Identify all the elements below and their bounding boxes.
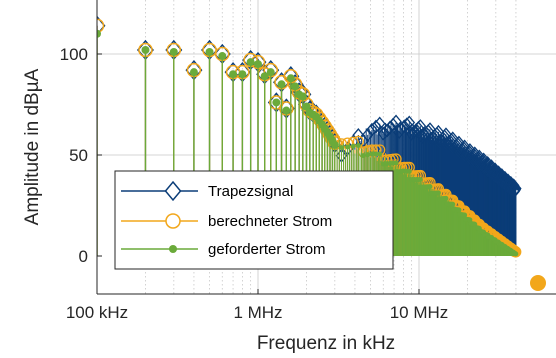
data-point bbox=[189, 68, 198, 77]
data-point bbox=[141, 45, 150, 54]
data-point bbox=[291, 82, 300, 91]
legend: Trapezsignal berechneter Strom geforderter… bbox=[114, 170, 394, 270]
data-point bbox=[345, 144, 351, 150]
tick-labels: 100 kHz 1 MHz 10 MHz 0 50 100 bbox=[60, 45, 449, 322]
data-point bbox=[286, 74, 295, 83]
data-point bbox=[373, 151, 379, 157]
data-point bbox=[398, 119, 411, 134]
data-point bbox=[361, 127, 374, 142]
data-point bbox=[435, 190, 441, 196]
data-point bbox=[456, 207, 462, 213]
x-tick-label: 100 kHz bbox=[66, 303, 128, 322]
data-point bbox=[229, 70, 238, 79]
data-point bbox=[266, 68, 275, 77]
data-point bbox=[414, 119, 427, 134]
data-point bbox=[513, 251, 519, 257]
data-point bbox=[403, 115, 416, 130]
data-point bbox=[260, 72, 269, 81]
data-point bbox=[350, 143, 356, 149]
data-point bbox=[97, 29, 101, 38]
y-tick-label: 100 bbox=[60, 45, 88, 64]
data-point bbox=[530, 275, 546, 291]
data-point bbox=[450, 201, 456, 207]
y-tick-label: 50 bbox=[69, 146, 88, 165]
x-tick-label: 1 MHz bbox=[233, 303, 282, 322]
data-point bbox=[330, 140, 339, 149]
data-point bbox=[238, 70, 247, 79]
data-point bbox=[406, 168, 412, 174]
data-point bbox=[282, 106, 291, 115]
data-point bbox=[390, 114, 402, 129]
data-point bbox=[97, 18, 105, 33]
legend-label: geforderter Strom bbox=[208, 241, 326, 258]
x-tick-label: 10 MHz bbox=[390, 303, 449, 322]
data-point bbox=[272, 98, 281, 107]
data-point bbox=[218, 52, 227, 61]
legend-box bbox=[114, 170, 394, 270]
data-point bbox=[355, 142, 361, 148]
data-point bbox=[302, 102, 311, 111]
legend-marker bbox=[164, 180, 182, 202]
data-point bbox=[254, 60, 262, 69]
y-tick-label: 0 bbox=[79, 247, 88, 266]
legend-marker bbox=[169, 245, 177, 253]
data-point bbox=[393, 160, 399, 166]
data-point bbox=[443, 195, 449, 201]
data-point bbox=[277, 80, 286, 89]
y-axis-label: Amplitude in dBµA bbox=[22, 68, 43, 225]
axes bbox=[96, 0, 556, 295]
data-point bbox=[338, 145, 344, 151]
data-point bbox=[169, 47, 178, 56]
data-point bbox=[366, 122, 378, 137]
legend-label: berechneter Strom bbox=[208, 213, 332, 230]
data-point bbox=[373, 116, 386, 131]
legend-label: Trapezsignal bbox=[208, 183, 293, 200]
legend-marker bbox=[165, 213, 181, 229]
data-point bbox=[462, 212, 468, 218]
data-point bbox=[298, 92, 307, 101]
data-point bbox=[205, 47, 214, 56]
x-axis-label: Frequenz in kHz bbox=[257, 333, 395, 354]
data-point bbox=[427, 184, 433, 190]
data-point bbox=[246, 58, 255, 67]
data-point bbox=[377, 151, 383, 157]
data-point bbox=[417, 177, 423, 183]
data-point bbox=[400, 117, 413, 132]
